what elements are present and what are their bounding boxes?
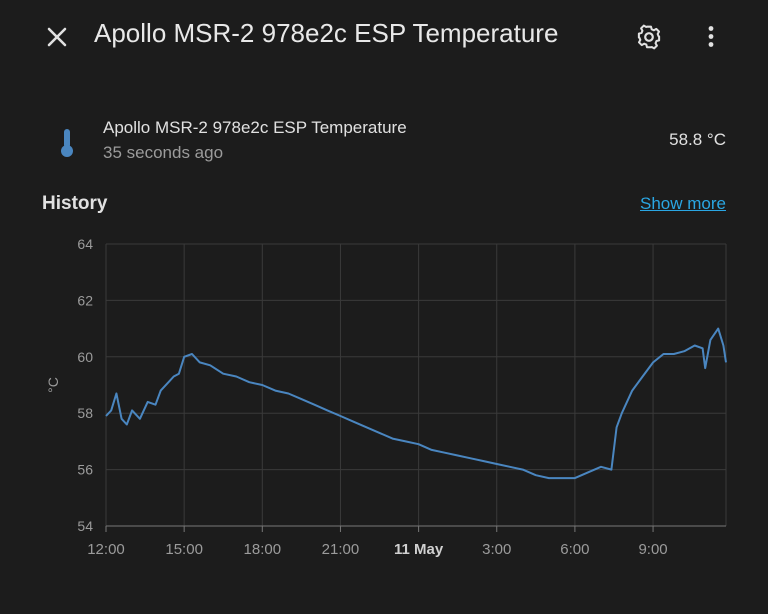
close-icon [47, 27, 67, 47]
dots-vertical-icon [708, 26, 714, 47]
dialog-header: Apollo MSR-2 978e2c ESP Temperature [0, 0, 768, 72]
x-tick-label: 3:00 [482, 541, 511, 558]
entity-state: 58.8 °C [669, 130, 726, 149]
last-changed: 35 seconds ago [103, 143, 224, 162]
x-tick-label: 15:00 [165, 541, 203, 558]
close-button[interactable] [40, 20, 74, 54]
y-tick-label: 58 [77, 405, 93, 421]
history-chart[interactable]: 64 62 60 58 56 54 12:00 15:00 18:00 21:00 11 May 3:… [0, 228, 768, 614]
y-tick-label: 54 [77, 518, 93, 534]
entity-row[interactable]: Apollo MSR-2 978e2c ESP Temperature 35 s… [0, 108, 768, 172]
y-tick-label: 56 [77, 462, 93, 478]
y-axis-label: °C [45, 377, 61, 393]
x-tick-label: 11 May [394, 541, 444, 558]
show-more-link[interactable]: Show more [640, 194, 726, 213]
entity-name: Apollo MSR-2 978e2c ESP Temperature [103, 118, 407, 137]
y-tick-label: 62 [77, 292, 93, 308]
x-tick-label: 6:00 [560, 541, 589, 558]
x-tick-label: 18:00 [244, 541, 282, 558]
settings-button[interactable] [632, 20, 666, 54]
dialog-title: Apollo MSR-2 978e2c ESP Temperature [94, 18, 559, 48]
x-tick-label: 9:00 [638, 541, 667, 558]
y-tick-label: 64 [77, 236, 93, 252]
history-chart-svg: 64 62 60 58 56 54 12:00 15:00 18:00 21:00 11 May 3:… [45, 236, 727, 558]
x-tick-label: 21:00 [322, 541, 360, 558]
thermometer-icon [61, 129, 73, 157]
temperature-series-line [105, 327, 727, 480]
x-tick-label: 12:00 [87, 541, 125, 558]
history-title: History [42, 193, 108, 214]
gear-icon [637, 24, 661, 50]
y-tick-label: 60 [77, 349, 93, 365]
more-options-button[interactable] [694, 20, 728, 54]
